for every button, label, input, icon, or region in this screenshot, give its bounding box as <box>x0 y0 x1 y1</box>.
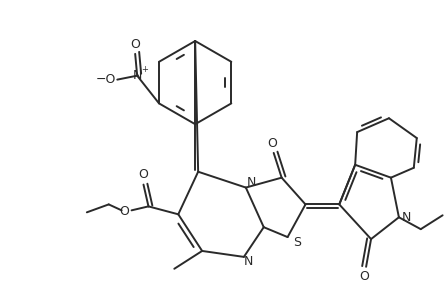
Text: S: S <box>294 236 302 249</box>
Text: N: N <box>402 211 412 224</box>
Text: O: O <box>138 168 149 181</box>
Text: −O: −O <box>96 73 117 86</box>
Text: O: O <box>120 205 129 218</box>
Text: O: O <box>130 38 140 51</box>
Text: N: N <box>247 176 256 189</box>
Text: N: N <box>244 255 254 268</box>
Text: O: O <box>359 270 369 283</box>
Text: N: N <box>133 69 142 82</box>
Text: +: + <box>141 65 148 74</box>
Text: O: O <box>267 137 277 150</box>
